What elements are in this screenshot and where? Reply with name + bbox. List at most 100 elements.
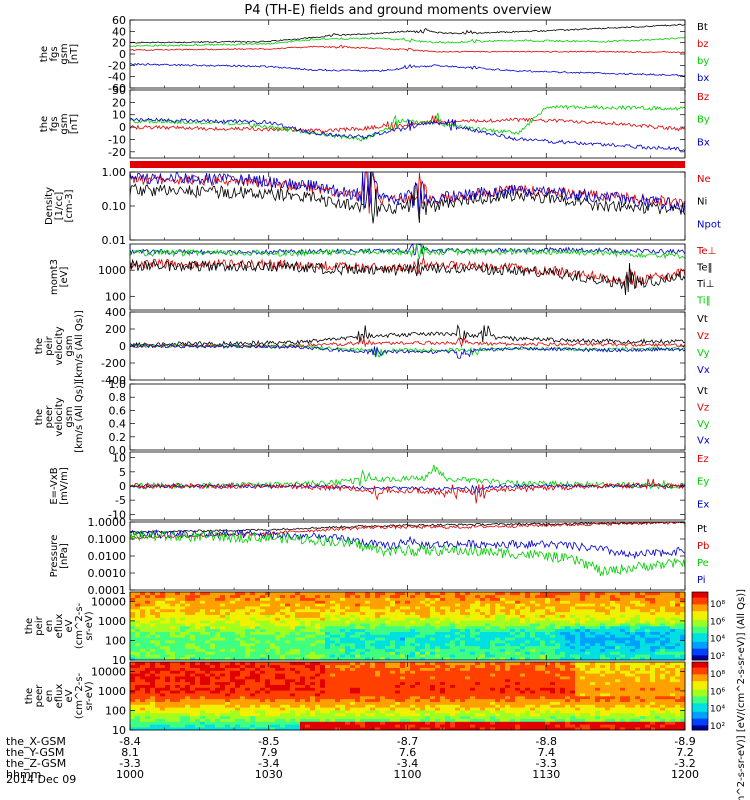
spectrogram-cell: [430, 676, 436, 680]
spectrogram-cell: [155, 634, 161, 638]
spectrogram-cell: [660, 600, 666, 604]
spectrogram-cell: [465, 611, 471, 615]
spectrogram-cell: [635, 657, 641, 661]
spectrogram-cell: [265, 645, 271, 649]
spectrogram-cell: [580, 637, 586, 641]
spectrogram-cell: [620, 643, 626, 647]
y-axis-label: gsm: [59, 43, 70, 64]
spectrogram-cell: [345, 713, 351, 717]
spectrogram-cell: [200, 687, 206, 691]
spectrogram-cell: [165, 643, 171, 647]
spectrogram-cell: [225, 643, 231, 647]
spectrogram-cell: [445, 620, 451, 624]
spectrogram-cell: [160, 594, 166, 598]
spectrogram-cell: [515, 637, 521, 641]
spectrogram-cell: [570, 597, 576, 601]
spectrogram-cell: [355, 657, 361, 661]
spectrogram-cell: [640, 631, 646, 635]
spectrogram-cell: [660, 637, 666, 641]
spectrogram-cell: [325, 687, 331, 691]
colorbar-step: [692, 600, 708, 603]
spectrogram-cell: [340, 643, 346, 647]
spectrogram-cell: [215, 670, 221, 674]
spectrogram-cell: [415, 673, 421, 677]
spectrogram-cell: [635, 651, 641, 655]
spectrogram-cell: [285, 721, 291, 725]
legend-entry: Npot: [697, 219, 721, 230]
spectrogram-cell: [655, 628, 661, 632]
spectrogram-cell: [505, 623, 511, 627]
spectrogram-cell: [265, 620, 271, 624]
spectrogram-cell: [195, 620, 201, 624]
spectrogram-cell: [295, 721, 301, 725]
spectrogram-cell: [500, 657, 506, 661]
spectrogram-cell: [215, 626, 221, 630]
spectrogram-cell: [160, 626, 166, 630]
spectrogram-cell: [500, 679, 506, 683]
spectrogram-cell: [175, 698, 181, 702]
spectrogram-cell: [475, 715, 481, 719]
spectrogram-cell: [260, 721, 266, 725]
spectrogram-cell: [295, 664, 301, 668]
spectrogram-cell: [555, 643, 561, 647]
spectrogram-cell: [490, 724, 496, 728]
spectrogram-cell: [340, 667, 346, 671]
legend-entry: by: [697, 56, 709, 67]
spectrogram-cell: [585, 614, 591, 618]
y-tick-label: 0.0: [109, 444, 127, 457]
spectrogram-cell: [335, 603, 341, 607]
spectrogram-cell: [565, 654, 571, 658]
spectrogram-cell: [170, 606, 176, 610]
spectrogram-cell: [640, 603, 646, 607]
spectrogram-cell: [450, 643, 456, 647]
spectrogram-cell: [210, 654, 216, 658]
spectrogram-cell: [505, 631, 511, 635]
spectrogram-cell: [285, 662, 291, 666]
spectrogram-cell: [290, 687, 296, 691]
spectrogram-cell: [190, 707, 196, 711]
y-tick-label: -200: [101, 357, 126, 370]
spectrogram-cell: [175, 693, 181, 697]
spectrogram-cell: [145, 626, 151, 630]
spectrogram-cell: [210, 640, 216, 644]
spectrogram-cell: [440, 657, 446, 661]
spectrogram-cell: [210, 687, 216, 691]
spectrogram-cell: [305, 657, 311, 661]
spectrogram-cell: [470, 631, 476, 635]
spectrogram-cell: [360, 645, 366, 649]
spectrogram-cell: [145, 606, 151, 610]
spectrogram-cell: [515, 648, 521, 652]
spectrogram-cell: [485, 640, 491, 644]
spectrogram-cell: [350, 704, 356, 708]
spectrogram-cell: [595, 603, 601, 607]
spectrogram-cell: [145, 690, 151, 694]
spectrogram-cell: [140, 609, 146, 613]
y-tick-label: 20: [112, 96, 126, 109]
spectrogram-cell: [275, 654, 281, 658]
spectrogram-cell: [550, 614, 556, 618]
spectrogram-cell: [495, 620, 501, 624]
spectrogram-cell: [570, 626, 576, 630]
spectrogram-cell: [150, 696, 156, 700]
spectrogram-cell: [350, 687, 356, 691]
spectrogram-cell: [405, 648, 411, 652]
spectrogram-cell: [450, 609, 456, 613]
spectrogram-cell: [230, 600, 236, 604]
spectrogram-cell: [190, 592, 196, 596]
spectrogram-cell: [250, 681, 256, 685]
y-axis-label: [nPa]: [59, 543, 70, 569]
spectrogram-cell: [380, 626, 386, 630]
spectrogram-cell: [600, 600, 606, 604]
spectrogram-cell: [385, 718, 391, 722]
spectrogram-cell: [170, 651, 176, 655]
spectrogram-cell: [365, 657, 371, 661]
spectrogram-cell: [300, 626, 306, 630]
spectrogram-cell: [365, 710, 371, 714]
spectrogram-cell: [185, 631, 191, 635]
spectrogram-cell: [140, 676, 146, 680]
spectrogram-cell: [275, 701, 281, 705]
spectrogram-cell: [535, 634, 541, 638]
spectrogram-cell: [500, 676, 506, 680]
spectrogram-cell: [545, 634, 551, 638]
spectrogram-cell: [310, 594, 316, 598]
